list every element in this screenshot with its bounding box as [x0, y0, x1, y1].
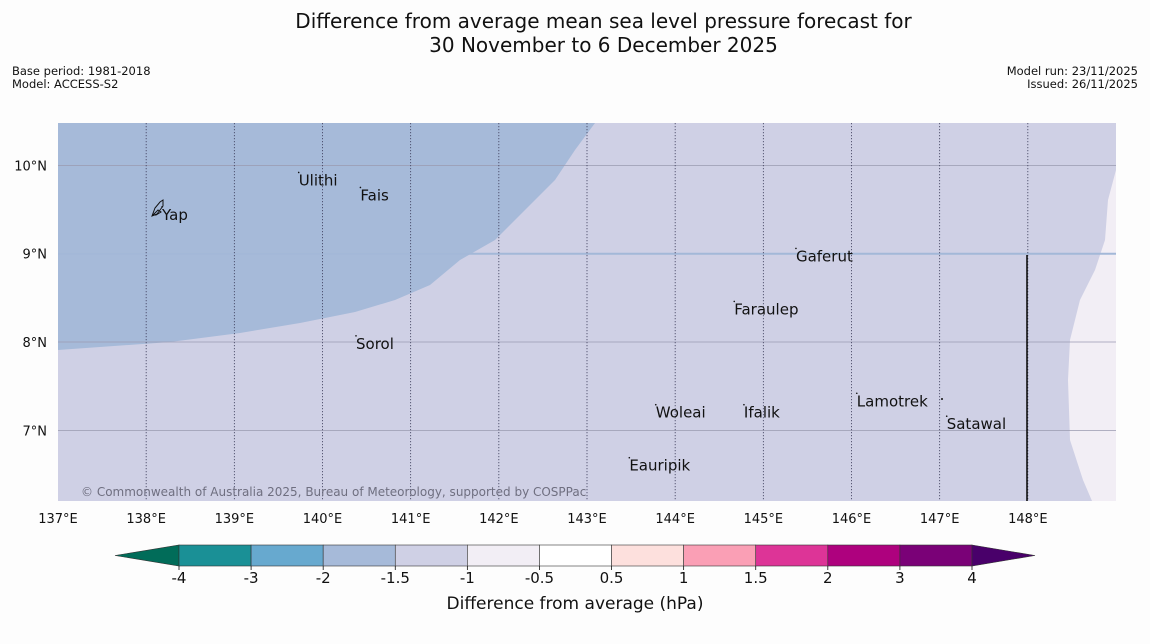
colorbar-swatch — [539, 544, 612, 567]
colorbar-tick-label: -3 — [244, 569, 259, 587]
lon-tick-label: 141°E — [391, 512, 431, 527]
colorbar-tick-label: 2 — [823, 569, 833, 587]
issued-date: Issued: 26/11/2025 — [1027, 77, 1138, 91]
colorbar-tick-label: 4 — [967, 569, 977, 587]
place-label-lamotrek: Lamotrek — [857, 392, 928, 410]
map-title: Difference from average mean sea level p… — [0, 9, 1150, 57]
colorbar-swatch — [899, 544, 973, 567]
place-label-fais: Fais — [360, 186, 389, 204]
place-label-eauripik: Eauripik — [629, 457, 690, 475]
lon-tick-label: 146°E — [832, 512, 872, 527]
colorbar-swatch — [683, 544, 757, 567]
lon-tick-label: 144°E — [655, 512, 695, 527]
lon-tick-label: 147°E — [920, 512, 960, 527]
colorbar-swatch — [178, 544, 252, 567]
colorbar-swatch — [467, 544, 540, 567]
place-marker — [654, 403, 657, 406]
lat-tick-label: 10°N — [14, 159, 47, 174]
base-period: Base period: 1981-2018 — [12, 64, 151, 78]
title-line-1: Difference from average mean sea level p… — [295, 9, 912, 33]
colorbar-swatch — [394, 544, 468, 567]
colorbar-tick-label: 3 — [895, 569, 905, 587]
place-marker — [855, 392, 858, 395]
place-label-faraulep: Faraulep — [734, 300, 798, 318]
place-label-yap: Yap — [161, 206, 188, 224]
lat-tick-label: 9°N — [23, 248, 48, 263]
colorbar-swatch — [611, 544, 684, 567]
place-marker — [355, 335, 357, 337]
lon-tick-label: 138°E — [126, 512, 166, 527]
colorbar-tick-label: -0.5 — [525, 569, 554, 587]
colorbar-tick-label: -4 — [172, 569, 187, 587]
colorbar-tick-label: -2 — [316, 569, 331, 587]
place-label-ifalik: Ifalik — [744, 404, 780, 422]
model-run: Model run: 23/11/2025 — [1006, 64, 1138, 78]
colorbar-tick-label: -1 — [460, 569, 475, 587]
meta-right: Model run: 23/11/2025 Issued: 26/11/2025 — [1007, 65, 1138, 91]
yap-island-icon — [151, 199, 164, 217]
lon-tick-label: 140°E — [303, 512, 343, 527]
model-name: Model: ACCESS-S2 — [12, 77, 119, 91]
colorbar-under-arrow — [114, 544, 180, 567]
colorbar-tick-label: 1.5 — [744, 569, 768, 587]
place-marker — [733, 300, 736, 303]
lon-tick-label: 148°E — [1008, 512, 1048, 527]
colorbar-swatch — [827, 544, 901, 567]
place-marker — [941, 398, 943, 400]
colorbar-over-arrow — [971, 544, 1036, 567]
place-marker — [359, 186, 362, 189]
lat-tick-label: 7°N — [23, 424, 48, 439]
place-label-sorol: Sorol — [356, 335, 394, 353]
lon-tick-label: 139°E — [215, 512, 255, 527]
place-label-satawal: Satawal — [947, 415, 1006, 433]
place-label-gaferut: Gaferut — [796, 247, 853, 265]
colorbar-swatch — [322, 544, 396, 567]
copyright-text: © Commonwealth of Australia 2025, Bureau… — [81, 485, 586, 499]
place-marker — [795, 247, 797, 250]
lon-tick-label: 142°E — [479, 512, 519, 527]
colorbar: -4 -3 -2 -1.5 -1 -0.5 0.5 1 1.5 2 3 4 — [114, 544, 1036, 587]
place-label-woleai: Woleai — [656, 404, 706, 422]
colorbar-swatch — [250, 544, 324, 567]
colorbar-label: Difference from average (hPa) — [446, 594, 704, 614]
meta-left: Base period: 1981-2018 Model: ACCESS-S2 — [12, 65, 151, 91]
map-plot-area: Yap Ulithi Fais Gaferut Faraulep Sorol Lamotre… — [58, 123, 1116, 501]
region-minus2-to-minus1.5 — [58, 123, 595, 350]
colorbar-swatch — [755, 544, 829, 567]
place-marker — [945, 415, 948, 418]
place-marker — [161, 206, 163, 208]
lon-tick-label: 145°E — [744, 512, 784, 527]
lon-tick-label: 137°E — [38, 512, 78, 527]
lat-tick-label: 8°N — [23, 336, 48, 351]
colorbar-tick-label: 1 — [679, 569, 689, 587]
place-marker — [628, 456, 631, 459]
place-marker — [743, 403, 745, 406]
colorbar-tick-label: -1.5 — [381, 569, 410, 587]
title-line-2: 30 November to 6 December 2025 — [429, 33, 778, 57]
place-label-ulithi: Ulithi — [299, 171, 338, 189]
lon-tick-label: 143°E — [567, 512, 607, 527]
colorbar-tick-label: 0.5 — [600, 569, 624, 587]
place-marker — [297, 171, 300, 174]
